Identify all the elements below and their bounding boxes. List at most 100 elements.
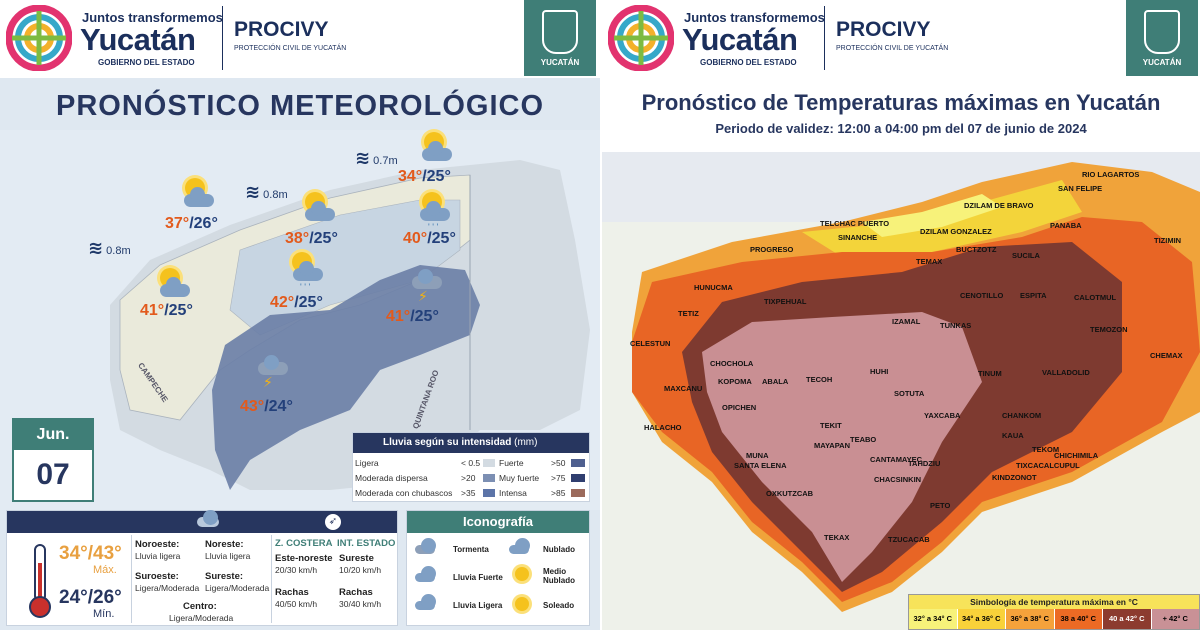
cloud-icon — [422, 141, 452, 161]
wave-value: 0.7m — [373, 155, 398, 167]
summary-box: ➶ 34°/43° Máx. 24°/26° Mín. Noroeste: Ll… — [6, 510, 398, 626]
min-label: Mín. — [93, 608, 115, 620]
municipality-label: MAXCANU — [664, 384, 703, 393]
municipality-label: CALOTMUL — [1074, 293, 1117, 302]
seal-text: YUCATÁN — [1142, 58, 1182, 67]
yucatan-logo-icon — [608, 5, 674, 71]
rain-legend-title: Lluvia según su intensidad (mm) — [353, 433, 589, 453]
municipality-label: CANTAMAYEC — [870, 455, 923, 464]
municipality-label: PETO — [930, 501, 951, 510]
municipality-label: VALLADOLID — [1042, 368, 1090, 377]
legend-value: >85 — [551, 488, 566, 498]
yucatan-logo-icon — [6, 5, 72, 71]
coast-wind-speed: 20/30 km/h — [275, 565, 318, 575]
temp-min: /25° — [422, 168, 451, 185]
icon-legend: Iconografía Tormenta Nublado Lluvia Fuer… — [406, 510, 590, 626]
zone-32-34 — [862, 194, 1002, 237]
temp-max: 37° — [165, 215, 190, 232]
legend-bin-38-40: 38 a 40° C — [1054, 609, 1103, 629]
temperature-legend-bins: 32° a 34° C 34° a 36° C 36° a 38° C 38 a… — [909, 609, 1199, 629]
partly-cloudy-icon — [515, 567, 529, 581]
gusts-label: Rachas — [339, 587, 373, 598]
municipality-label: TEKIT — [820, 421, 842, 430]
municipality-label: HUHI — [870, 367, 889, 376]
storm-icon — [415, 538, 436, 554]
icon-legend-title: Iconografía — [407, 511, 589, 533]
legend-unit: (mm) — [514, 437, 538, 448]
map-title: Pronóstico de Temperaturas máximas en Yu… — [641, 90, 1161, 115]
municipality-label: ESPITA — [1020, 291, 1047, 300]
wave-icon: ≋ — [355, 148, 371, 168]
temperature-legend-title: Simbología de temperatura máxima en °C — [909, 595, 1199, 609]
region-value: Ligera/Moderada — [135, 583, 200, 593]
legend-label: Ligera — [355, 458, 379, 468]
brand-name: Yucatán — [682, 22, 798, 57]
legend-value: >20 — [461, 473, 476, 483]
municipality-label: KOPOMA — [718, 377, 752, 386]
legend-label: Moderada dispersa — [355, 473, 428, 483]
rain-legend: Lluvia según su intensidad (mm) Ligera <… — [352, 432, 590, 502]
municipality-label: YAXCABA — [924, 411, 961, 420]
temp-label: 38°/25° — [285, 230, 338, 248]
cloudy-icon — [509, 538, 530, 554]
wave-value: 0.8m — [106, 245, 131, 257]
municipality-label: TZUCACAB — [888, 535, 930, 544]
municipality-label: IZAMAL — [892, 317, 921, 326]
temp-min: /25° — [410, 308, 439, 325]
temp-max: 41° — [140, 302, 165, 319]
municipality-label: CHOCHOLA — [710, 359, 754, 368]
cloud-icon — [293, 261, 323, 281]
wave-icon: ≋ — [245, 182, 261, 202]
state-wind-dir: Sureste — [339, 553, 374, 564]
municipality-label: ABALA — [762, 377, 789, 386]
page-title: PRONÓSTICO METEOROLÓGICO — [55, 90, 544, 122]
temp-label: 42°/25° — [270, 294, 323, 312]
region-label: Suroeste: — [135, 571, 179, 582]
state-seal: YUCATÁN — [1126, 0, 1198, 76]
municipality-label: RIO LAGARTOS — [1082, 170, 1140, 179]
temp-max: 34° — [398, 168, 423, 185]
municipality-label: MUNA — [746, 451, 769, 460]
municipality-label: HUNUCMA — [694, 283, 733, 292]
brand-name: Yucatán — [80, 22, 196, 57]
temp-min: /25° — [309, 230, 338, 247]
coast-gusts: 40/50 km/h — [275, 599, 318, 609]
municipality-label: HALACHO — [644, 423, 682, 432]
region-label: Noreste: — [205, 539, 244, 550]
temp-max: 41° — [386, 308, 411, 325]
cloud-icon — [420, 201, 450, 221]
legend-swatch — [571, 459, 585, 467]
header: Juntos transformemos Yucatán GOBIERNO DE… — [0, 0, 600, 78]
region-value: Ligera/Moderada — [205, 583, 270, 593]
rain-drops-icon: ' ' ' — [428, 222, 439, 232]
region-value: Ligera/Moderada — [169, 613, 234, 623]
brand-government: GOBIERNO DEL ESTADO — [700, 58, 797, 67]
region-label: Sureste: — [205, 571, 244, 582]
temp-label: 34°/25° — [398, 168, 451, 186]
municipality-label: TETIZ — [678, 309, 699, 318]
max-range: 34°/43° — [59, 543, 122, 564]
municipality-label: SUCILA — [1012, 251, 1040, 260]
rain-drops-icon: ' ' ' — [300, 282, 311, 292]
storm-cloud-icon — [258, 355, 288, 375]
municipality-label: TEKAX — [824, 533, 850, 542]
municipality-label: DZILAM DE BRAVO — [964, 201, 1034, 210]
summary-header: ➶ — [7, 510, 397, 533]
icon-legend-label: Lluvia Ligera — [453, 601, 503, 610]
temp-max: 42° — [270, 294, 295, 311]
legend-label: Fuerte — [499, 458, 524, 468]
legend-value: < 0.5 — [461, 458, 481, 468]
municipality-label: CHACSINKIN — [874, 475, 922, 484]
brand-government: GOBIERNO DEL ESTADO — [98, 58, 195, 67]
agency-subtitle: PROTECCIÓN CIVIL DE YUCATÁN — [234, 45, 347, 52]
storm-cloud-icon — [412, 269, 442, 289]
municipality-label: SOTUTA — [894, 389, 925, 398]
municipality-label: PROGRESO — [750, 245, 794, 254]
coast-wind-dir: Este-noreste — [275, 553, 333, 564]
municipality-label: KAUA — [1002, 431, 1024, 440]
legend-bin-36-38: 36° a 38° C — [1006, 609, 1055, 629]
legend-label: Moderada con chubascos — [355, 488, 453, 498]
legend-bin-40-42: 40 a 42° C — [1103, 609, 1152, 629]
date-month: Jun. — [14, 420, 92, 450]
cloud-icon — [160, 277, 190, 297]
